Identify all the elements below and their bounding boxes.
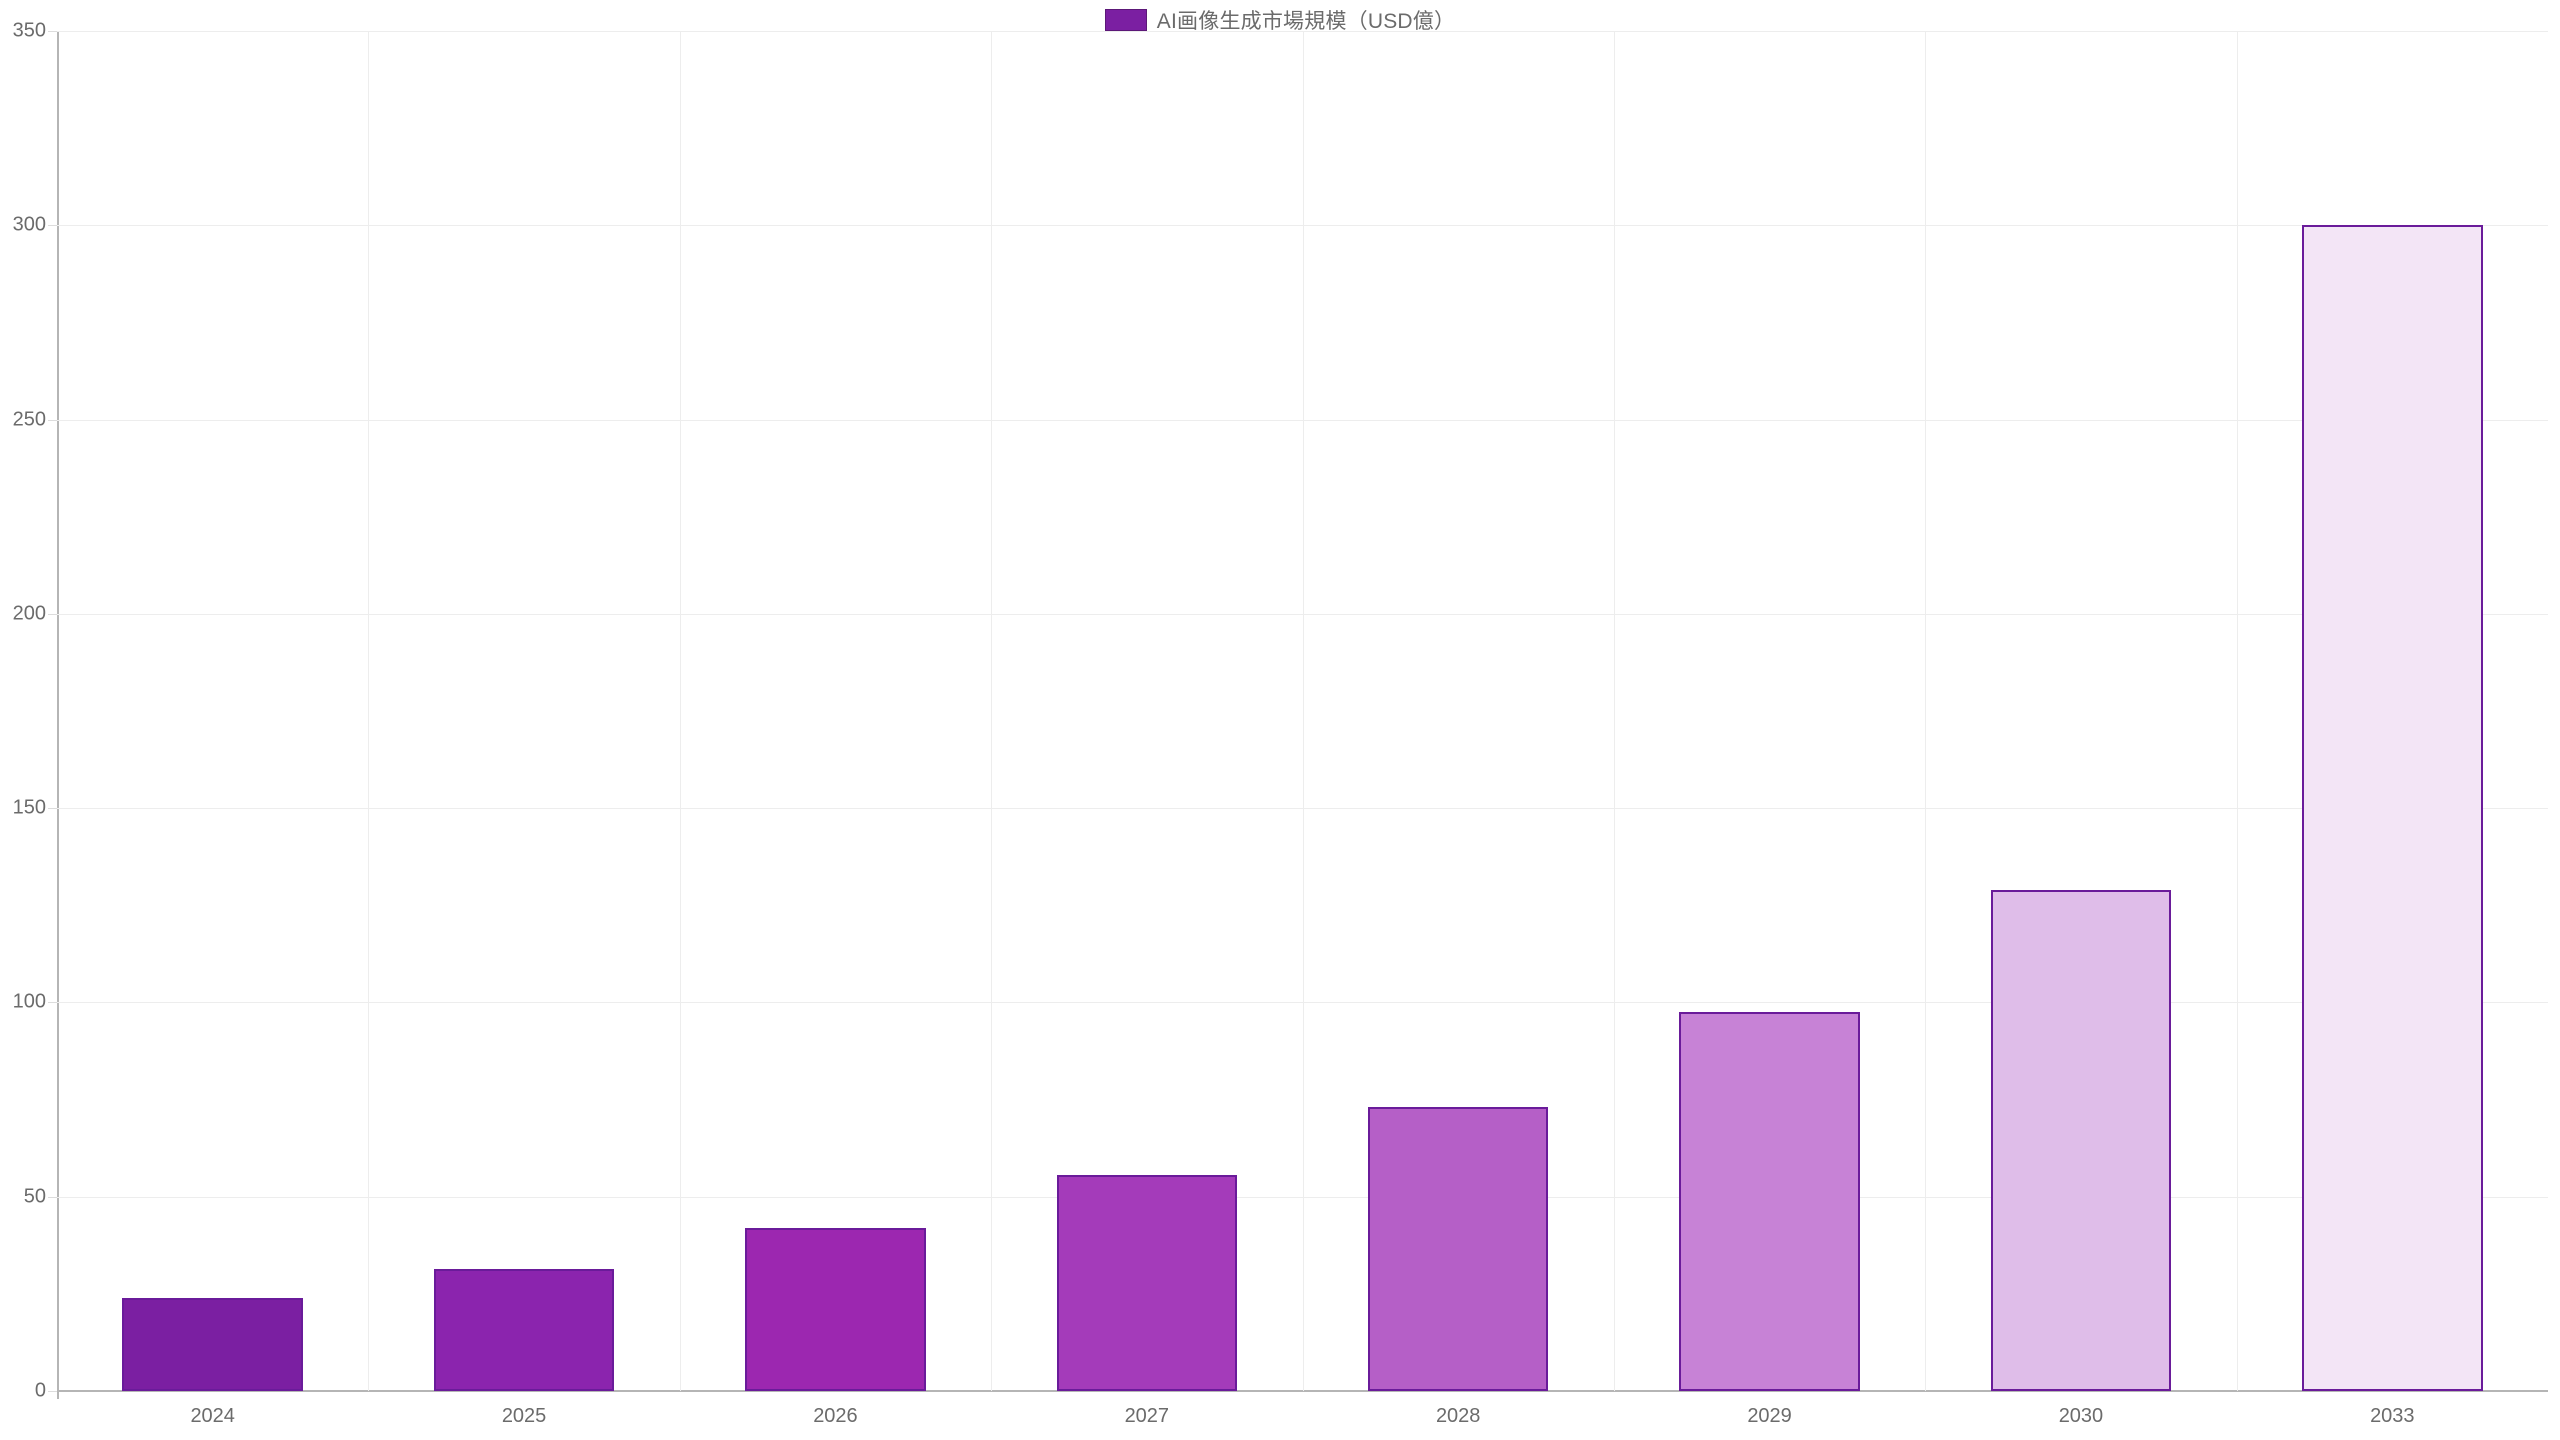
y-tick-mark-100 — [48, 1002, 57, 1004]
x-tick-label-2025: 2025 — [501, 1405, 547, 1427]
bars-layer — [57, 31, 2548, 1391]
gridline-y-200 — [57, 613, 2548, 615]
y-tick-mark-200 — [48, 613, 57, 615]
x-tick-label-2029: 2029 — [1747, 1405, 1792, 1427]
gridline-x-2027 — [991, 31, 992, 1391]
x-tick-label-2026: 2026 — [813, 1405, 858, 1427]
bar-2026[interactable] — [745, 1227, 926, 1391]
legend-color-swatch — [1104, 9, 1147, 31]
y-tick-label-150: 150 — [12, 796, 46, 819]
y-tick-label-0: 0 — [34, 1379, 46, 1402]
chart-legend: AI画像生成市場規模（USD億） — [0, 0, 2560, 40]
legend-label: AI画像生成市場規模（USD億） — [1156, 10, 1456, 33]
bar-2025[interactable] — [433, 1268, 615, 1391]
gridline-x-2029 — [1614, 31, 1615, 1391]
y-tick-mark-0 — [48, 1391, 57, 1392]
gridline-y-100 — [57, 1002, 2548, 1004]
y-tick-label-200: 200 — [12, 602, 46, 625]
bar-2027[interactable] — [1056, 1175, 1238, 1391]
gridline-x-2033 — [2237, 31, 2238, 1391]
gridline-x-2030 — [1925, 31, 1926, 1391]
bar-2029[interactable] — [1679, 1012, 1860, 1391]
x-tick-label-2033: 2033 — [2370, 1405, 2415, 1427]
x-tick-label-2024: 2024 — [190, 1405, 235, 1427]
gridline-x-2028 — [1303, 31, 1304, 1391]
bar-2030[interactable] — [1990, 889, 2172, 1391]
y-tick-label-100: 100 — [12, 990, 46, 1013]
y-axis-line — [57, 31, 59, 1399]
x-tick-label-2027: 2027 — [1124, 1405, 1170, 1427]
y-tick-label-350: 350 — [12, 19, 46, 42]
bar-2028[interactable] — [1367, 1107, 1549, 1391]
y-tick-mark-50 — [48, 1196, 57, 1198]
gridline-y-300 — [57, 225, 2548, 227]
gridline-y-150 — [57, 808, 2548, 810]
plot-area — [57, 31, 2548, 1392]
y-tick-mark-250 — [48, 419, 57, 421]
y-tick-mark-300 — [48, 225, 57, 227]
gridline-y-250 — [57, 419, 2548, 421]
gridline-x-2025 — [368, 31, 369, 1391]
x-tick-label-2028: 2028 — [1435, 1405, 1481, 1427]
y-tick-label-50: 50 — [23, 1185, 46, 1208]
gridline-x-2026 — [680, 31, 681, 1391]
y-tick-mark-150 — [48, 808, 57, 810]
horizontal-gridlines — [57, 31, 2548, 1392]
bar-2024[interactable] — [122, 1297, 303, 1391]
y-tick-mark-350 — [48, 31, 57, 32]
bar-2033[interactable] — [2302, 225, 2483, 1391]
y-tick-label-300: 300 — [12, 213, 46, 236]
gridline-y-350 — [57, 31, 2548, 32]
vertical-gridlines — [57, 31, 2548, 1391]
gridline-y-50 — [57, 1196, 2548, 1198]
x-tick-label-2030: 2030 — [2058, 1405, 2104, 1427]
y-tick-label-250: 250 — [12, 408, 46, 431]
legend-item-market-size[interactable]: AI画像生成市場規模（USD億） — [1104, 5, 1456, 35]
gridline-y-0 — [57, 1390, 2548, 1392]
